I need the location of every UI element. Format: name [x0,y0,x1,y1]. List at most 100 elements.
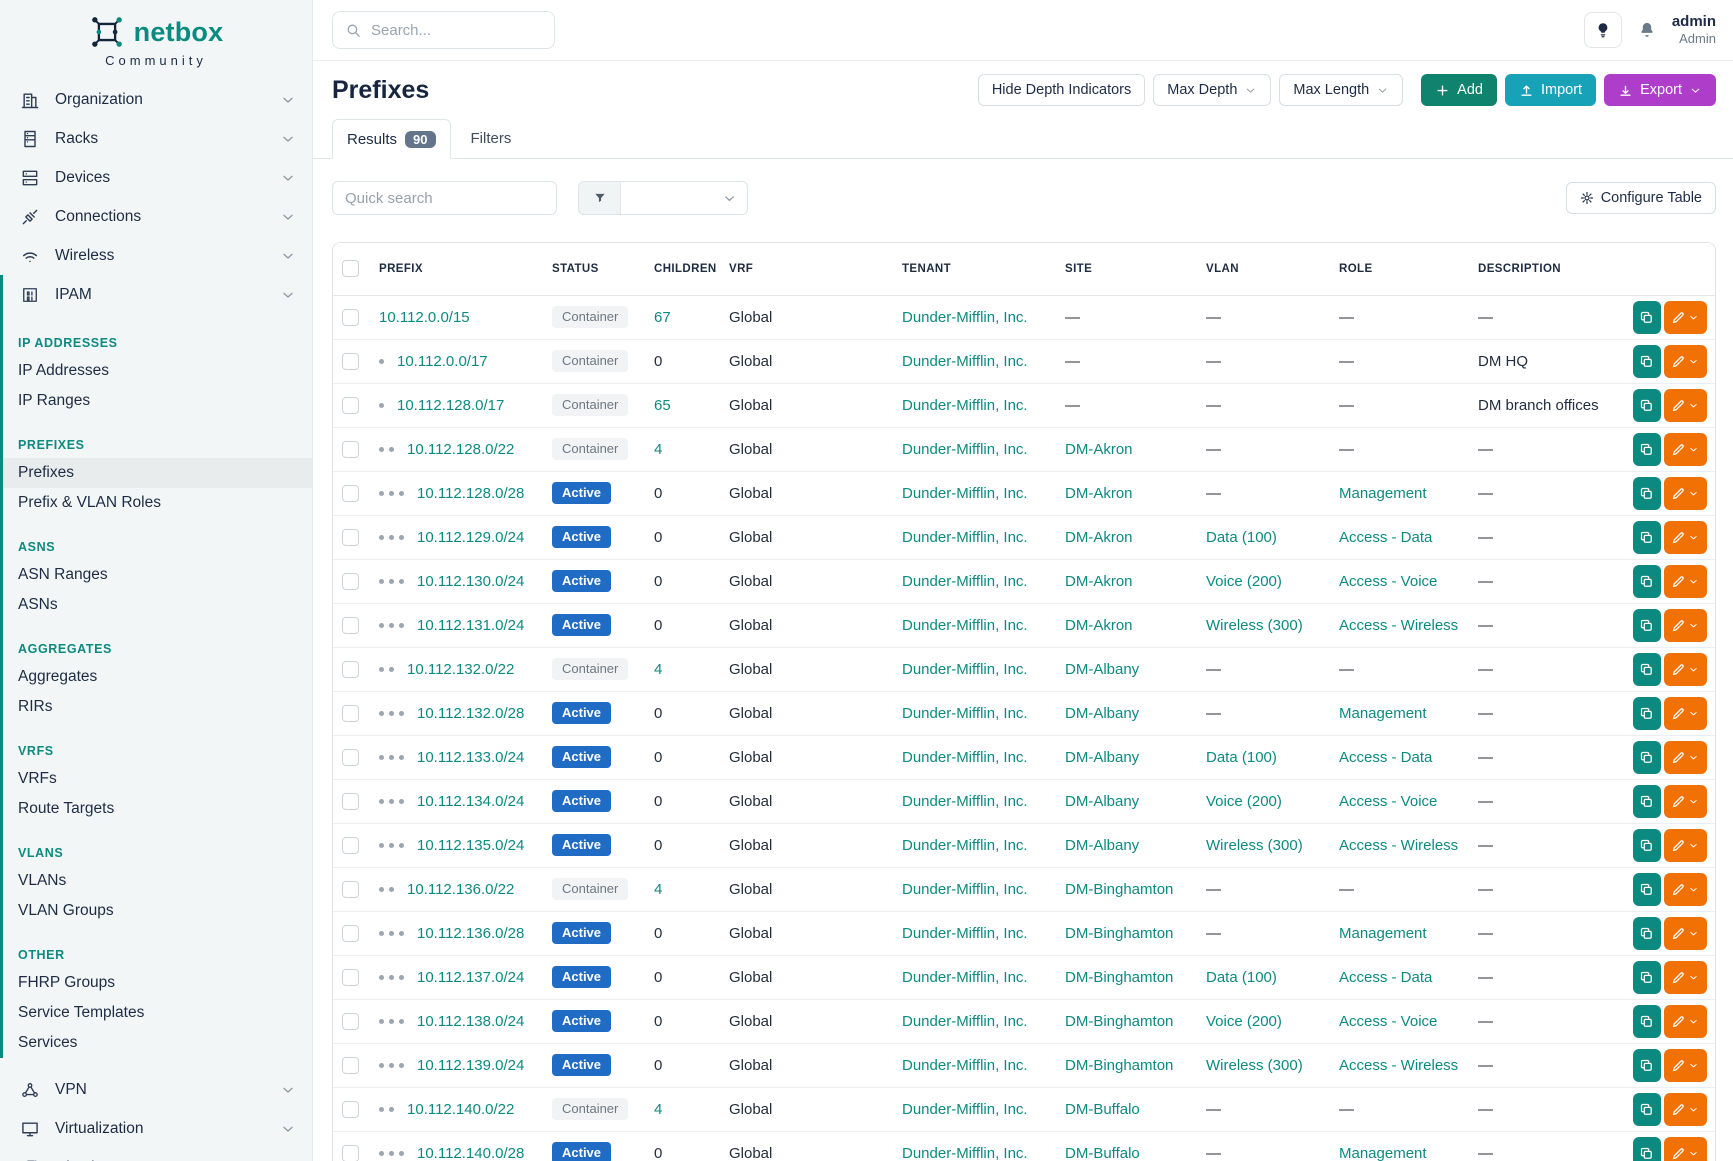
sidebar-item-ipam[interactable]: IPAM [3,275,312,314]
vlan-value[interactable]: — [1206,704,1221,722]
tenant-link[interactable]: Dunder-Mifflin, Inc. [902,660,1028,678]
vlan-value[interactable]: — [1206,880,1221,898]
children-count[interactable]: 0 [654,616,663,634]
tenant-link[interactable]: Dunder-Mifflin, Inc. [902,616,1028,634]
prefix-link[interactable]: 10.112.128.0/17 [397,396,505,414]
vlan-value[interactable]: Wireless (300) [1206,836,1303,854]
sidebar-subitem[interactable]: Services [3,1028,312,1058]
edit-button[interactable] [1663,476,1707,510]
edit-button[interactable] [1663,520,1707,554]
children-count[interactable]: 0 [654,836,663,854]
site-value[interactable]: DM-Akron [1065,484,1133,502]
configure-table-button[interactable]: Configure Table [1565,182,1716,214]
row-checkbox[interactable] [342,440,359,458]
clone-button[interactable] [1633,784,1661,818]
tenant-link[interactable]: Dunder-Mifflin, Inc. [902,1100,1028,1118]
saved-filter-select[interactable] [621,181,748,215]
role-value[interactable]: Management [1339,924,1427,942]
select-all-checkbox[interactable] [342,260,359,278]
edit-button[interactable] [1663,696,1707,730]
column-header[interactable]: ROLE [1339,243,1478,296]
children-count[interactable]: 0 [654,352,663,370]
row-checkbox[interactable] [342,528,359,546]
role-value[interactable]: — [1339,396,1354,414]
site-value[interactable]: — [1065,352,1080,370]
clone-button[interactable] [1633,740,1661,774]
row-checkbox[interactable] [342,924,359,942]
children-count[interactable]: 4 [654,660,663,678]
prefix-link[interactable]: 10.112.0.0/15 [379,308,470,326]
prefix-link[interactable]: 10.112.132.0/22 [407,660,515,678]
row-checkbox[interactable] [342,1012,359,1030]
role-value[interactable]: — [1339,880,1354,898]
row-checkbox[interactable] [342,660,359,678]
row-checkbox[interactable] [342,352,359,370]
site-value[interactable]: DM-Binghamton [1065,880,1174,898]
sidebar-item[interactable]: Virtualization [0,1109,312,1148]
edit-button[interactable] [1663,828,1707,862]
row-checkbox[interactable] [342,308,359,326]
vlan-value[interactable]: — [1206,484,1221,502]
global-search-input[interactable] [371,21,542,39]
clone-button[interactable] [1633,388,1661,422]
children-count[interactable]: 0 [654,528,663,546]
site-value[interactable]: — [1065,308,1080,326]
clone-button[interactable] [1633,872,1661,906]
prefix-link[interactable]: 10.112.137.0/24 [417,968,525,986]
children-count[interactable]: 0 [654,484,663,502]
prefix-link[interactable]: 10.112.140.0/28 [417,1144,525,1161]
role-value[interactable]: Access - Voice [1339,1012,1438,1030]
role-value[interactable]: Access - Data [1339,528,1433,546]
vlan-value[interactable]: — [1206,352,1221,370]
clone-button[interactable] [1633,520,1661,554]
tenant-link[interactable]: Dunder-Mifflin, Inc. [902,704,1028,722]
prefix-link[interactable]: 10.112.129.0/24 [417,528,525,546]
role-value[interactable]: Access - Data [1339,968,1433,986]
site-value[interactable]: DM-Albany [1065,704,1140,722]
row-checkbox[interactable] [342,572,359,590]
edit-button[interactable] [1663,1136,1707,1161]
edit-button[interactable] [1663,740,1707,774]
vlan-value[interactable]: Data (100) [1206,528,1277,546]
clone-button[interactable] [1633,432,1661,466]
tenant-link[interactable]: Dunder-Mifflin, Inc. [902,308,1028,326]
import-button[interactable]: Import [1504,74,1597,106]
global-search[interactable] [332,11,555,49]
sidebar-item[interactable]: Devices [0,158,312,197]
sidebar-subitem[interactable]: VLAN Groups [3,896,312,926]
clone-button[interactable] [1633,828,1661,862]
export-dropdown[interactable]: Export [1604,74,1716,106]
edit-button[interactable] [1663,388,1707,422]
theme-toggle-button[interactable] [1583,12,1622,48]
children-count[interactable]: 4 [654,440,663,458]
clone-button[interactable] [1633,300,1661,334]
notifications-button[interactable] [1637,20,1657,40]
site-value[interactable]: DM-Albany [1065,660,1140,678]
prefix-link[interactable]: 10.112.140.0/22 [407,1100,515,1118]
children-count[interactable]: 4 [654,1100,663,1118]
role-value[interactable]: Management [1339,704,1427,722]
tenant-link[interactable]: Dunder-Mifflin, Inc. [902,792,1028,810]
role-value[interactable]: — [1339,660,1354,678]
edit-button[interactable] [1663,916,1707,950]
clone-button[interactable] [1633,1136,1661,1161]
site-value[interactable]: DM-Akron [1065,572,1133,590]
tenant-link[interactable]: Dunder-Mifflin, Inc. [902,1056,1028,1074]
prefix-link[interactable]: 10.112.135.0/24 [417,836,525,854]
vlan-value[interactable]: — [1206,440,1221,458]
column-header[interactable]: VRF [729,243,902,296]
row-checkbox[interactable] [342,1144,359,1161]
prefix-link[interactable]: 10.112.139.0/24 [417,1056,525,1074]
tenant-link[interactable]: Dunder-Mifflin, Inc. [902,528,1028,546]
sidebar-item[interactable]: Connections [0,197,312,236]
vlan-value[interactable]: — [1206,1100,1221,1118]
prefix-link[interactable]: 10.112.131.0/24 [417,616,525,634]
role-value[interactable]: Access - Voice [1339,792,1438,810]
row-checkbox[interactable] [342,1100,359,1118]
vlan-value[interactable]: Wireless (300) [1206,616,1303,634]
role-value[interactable]: Access - Wireless [1339,1056,1459,1074]
site-value[interactable]: DM-Binghamton [1065,1012,1174,1030]
role-value[interactable]: Management [1339,1144,1427,1161]
column-header[interactable]: SITE [1065,243,1206,296]
sidebar-subitem[interactable]: VRFs [3,764,312,794]
